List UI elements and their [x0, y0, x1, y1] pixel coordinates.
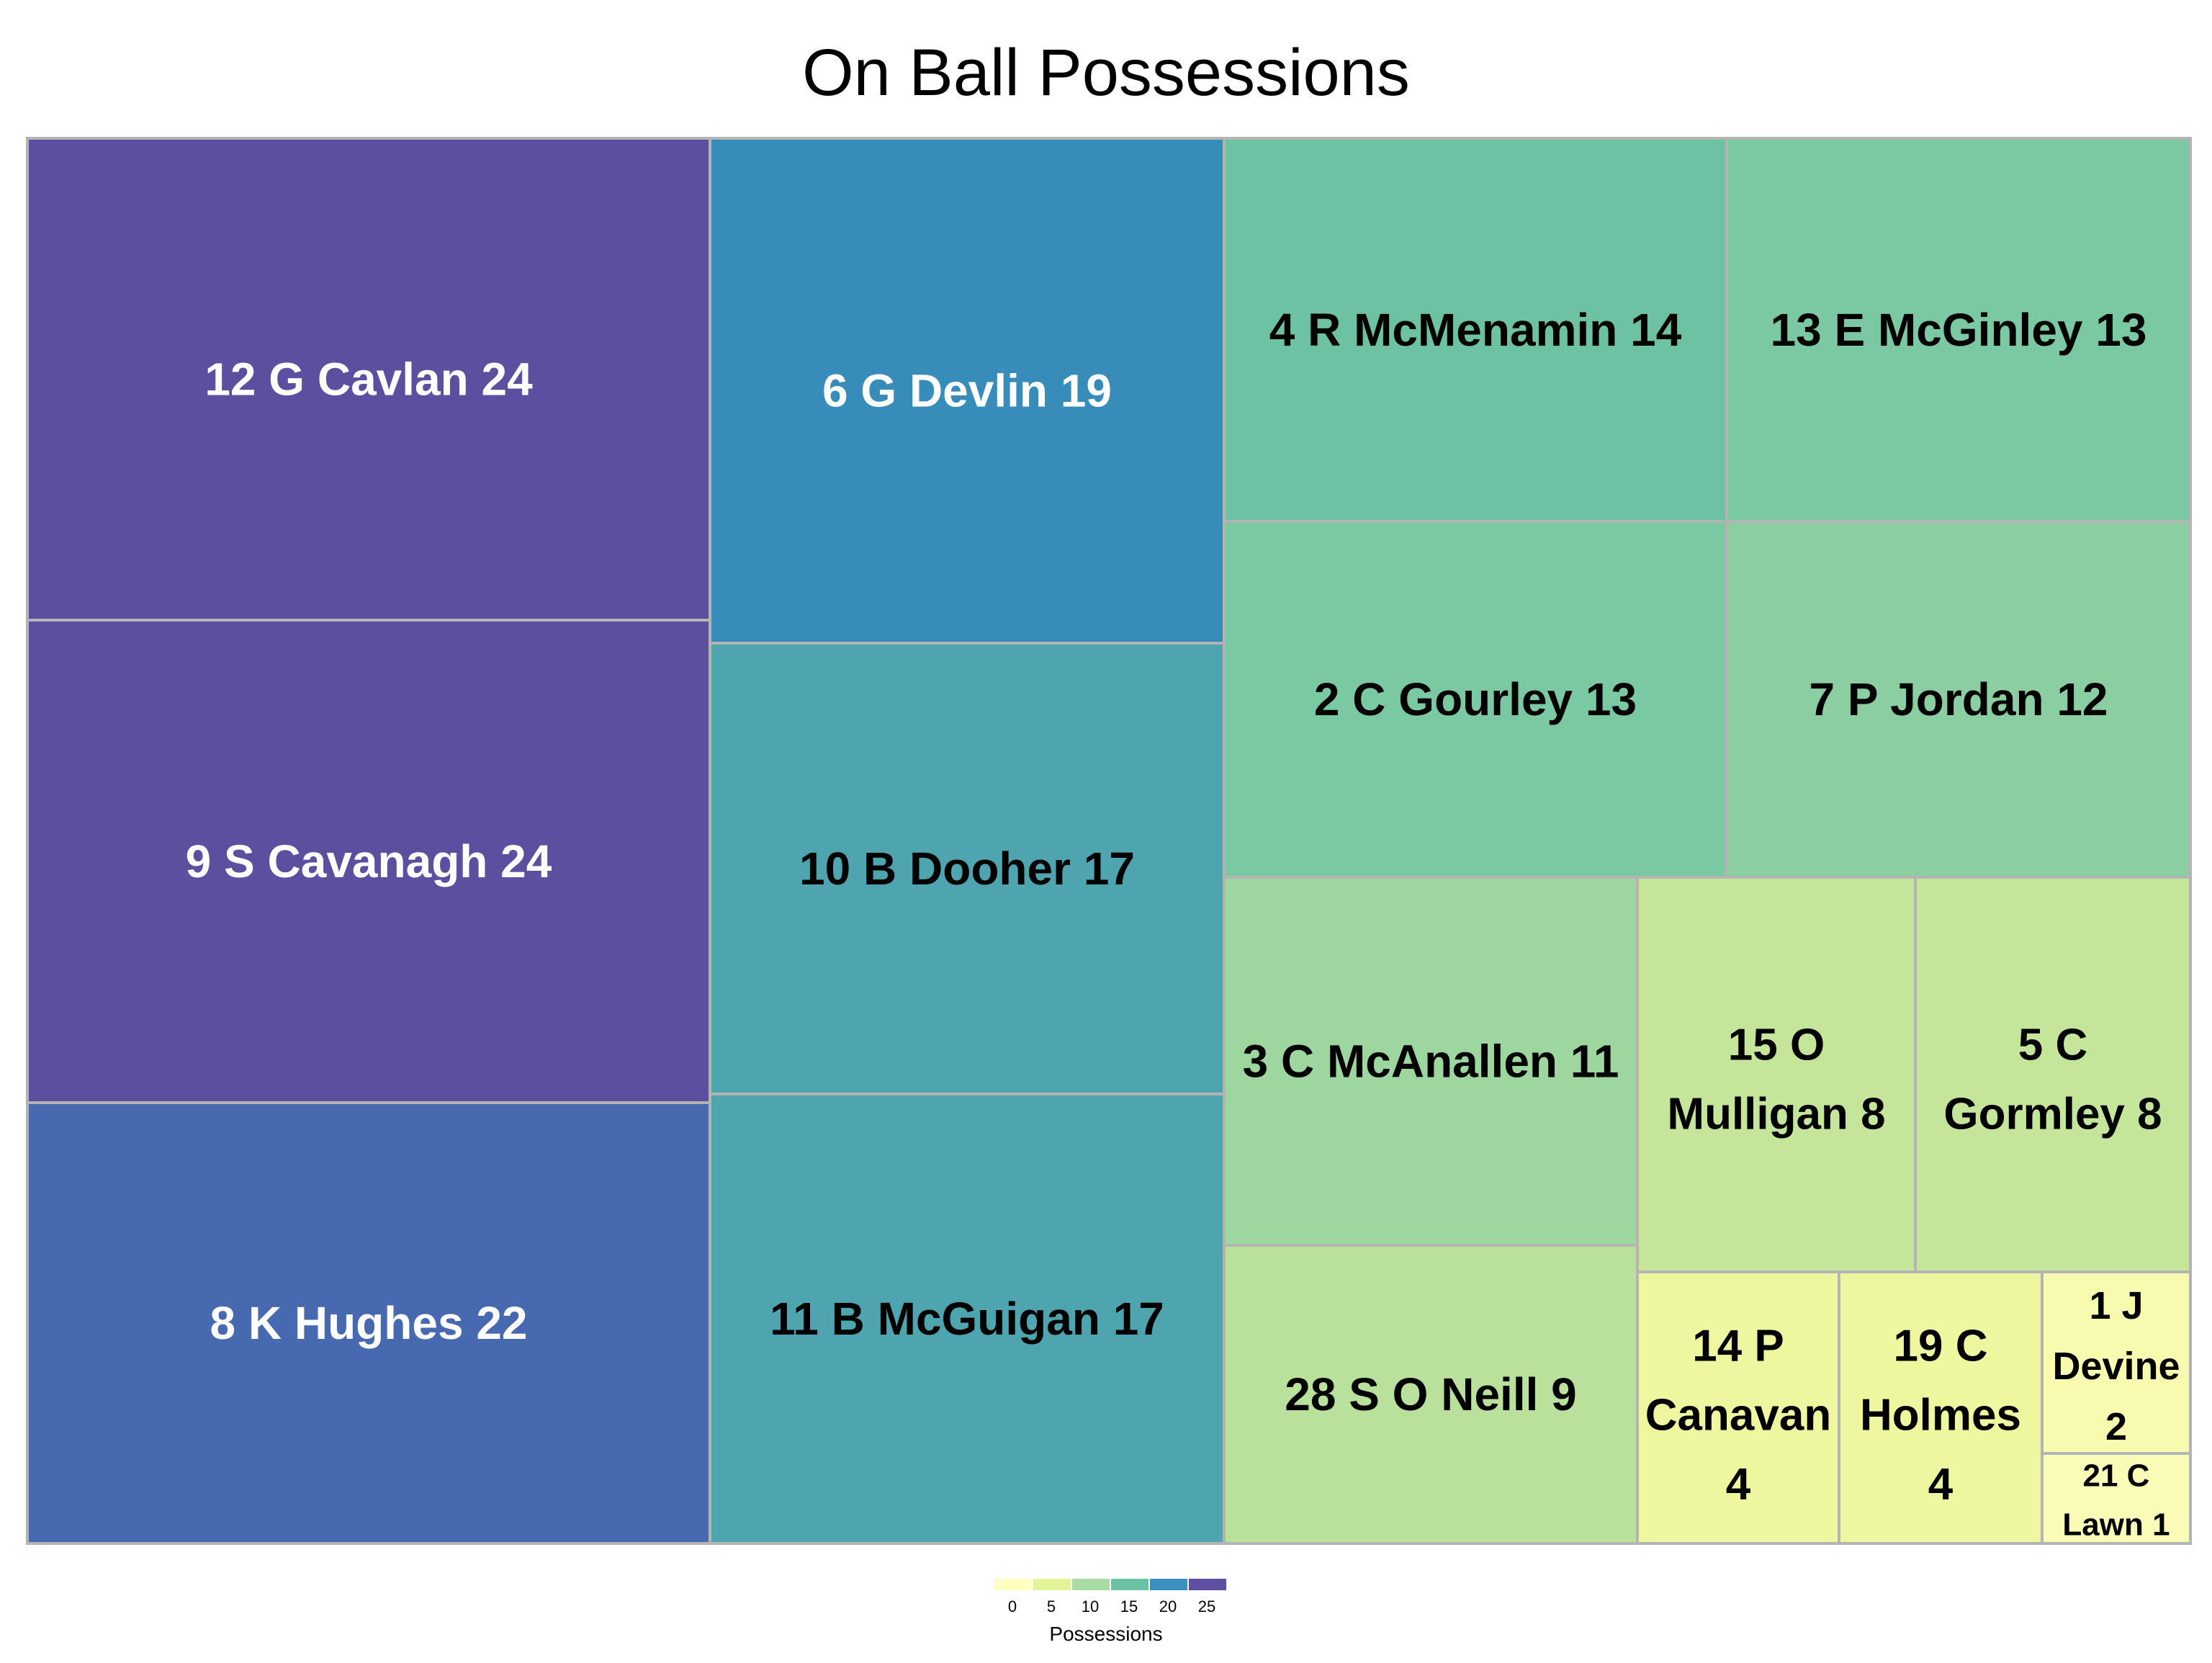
treemap-tile-9-s-cavanagh-24[interactable]: [26, 619, 711, 1104]
treemap-label-3-c-mcanallen-11: 3 C McAnallen 11: [1243, 1036, 1619, 1088]
treemap-tile-21-c-lawn-1[interactable]: [2041, 1452, 2192, 1545]
treemap-label-5-c-gormley-8: 5 C Gormley 8: [1943, 1021, 2162, 1139]
treemap-label-21-c-lawn-1: 21 C Lawn 1: [2062, 1458, 2170, 1542]
treemap-tile-5-c-gormley-8[interactable]: [1914, 876, 2192, 1273]
legend-tick-0: 0: [1008, 1597, 1017, 1615]
legend-swatch-1: [1032, 1577, 1072, 1592]
treemap-tile-13-e-mcginley-13[interactable]: [1725, 137, 2192, 523]
treemap-label-12-g-cavlan-24: 12 G Cavlan 24: [204, 354, 533, 405]
treemap-label-10-b-dooher-17: 10 B Dooher 17: [799, 843, 1135, 895]
treemap-label-8-k-hughes-22: 8 K Hughes 22: [210, 1297, 527, 1349]
legend-title: Possessions: [1049, 1623, 1162, 1645]
legend-swatch-2: [1071, 1577, 1111, 1592]
treemap-tile-8-k-hughes-22[interactable]: [26, 1101, 711, 1545]
treemap-label-15-o-mulligan-8: 15 O Mulligan 8: [1667, 1021, 1885, 1139]
treemap-label-7-p-jordan-12: 7 P Jordan 12: [1809, 673, 2108, 725]
treemap-tile-11-b-mcguigan-17[interactable]: [709, 1093, 1226, 1545]
legend-tick-15: 15: [1120, 1597, 1138, 1615]
legend-tick-5: 5: [1047, 1597, 1056, 1615]
treemap-label-28-s-o-neill-9: 28 S O Neill 9: [1285, 1368, 1577, 1420]
legend-swatch-4: [1148, 1577, 1189, 1592]
treemap-label-6-g-devlin-19: 6 G Devlin 19: [822, 365, 1112, 417]
treemap-label-19-c-holmes-4: 19 C Holmes 4: [1860, 1322, 2021, 1510]
treemap-tile-6-g-devlin-19[interactable]: [709, 137, 1226, 645]
treemap-tile-19-c-holmes-4[interactable]: [1838, 1270, 2044, 1545]
treemap-tile-10-b-dooher-17[interactable]: [709, 642, 1226, 1095]
color-legend: 0 5 10 15 20 25: [993, 1577, 1228, 1615]
treemap-label-1-j-devine-2: 1 J Devine 2: [2052, 1284, 2180, 1448]
treemap-tile-12-g-cavlan-24[interactable]: [26, 137, 711, 622]
legend-swatch-5: [1187, 1577, 1228, 1592]
treemap-tile-7-p-jordan-12[interactable]: [1725, 520, 2192, 879]
legend-tick-20: 20: [1159, 1597, 1177, 1615]
legend-tick-10: 10: [1082, 1597, 1099, 1615]
chart-title: On Ball Possessions: [802, 36, 1410, 109]
treemap-label-11-b-mcguigan-17: 11 B McGuigan 17: [770, 1293, 1164, 1345]
treemap-label-13-e-mcginley-13: 13 E McGinley 13: [1771, 304, 2147, 356]
legend-tick-25: 25: [1198, 1597, 1215, 1615]
treemap-label-14-p-canavan-4: 14 P Canavan 4: [1645, 1322, 1831, 1510]
treemap-tile-14-p-canavan-4[interactable]: [1636, 1270, 1840, 1545]
treemap-tile-28-s-o-neill-9[interactable]: [1223, 1244, 1639, 1545]
treemap-tile-4-r-mcmenamin-14[interactable]: [1223, 137, 1728, 523]
treemap-label-2-c-gourley-13: 2 C Gourley 13: [1314, 673, 1637, 725]
treemap-label-9-s-cavanagh-24: 9 S Cavanagh 24: [186, 835, 552, 887]
treemap-tiles: 12 G Cavlan 24 9 S Cavanagh 24 8 K Hughes …: [26, 137, 2192, 1545]
treemap-tile-15-o-mulligan-8[interactable]: [1636, 876, 1917, 1273]
treemap-label-4-r-mcmenamin-14: 4 R McMenamin 14: [1269, 304, 1682, 356]
legend-swatch-0: [993, 1577, 1033, 1592]
legend-swatch-3: [1110, 1577, 1150, 1592]
